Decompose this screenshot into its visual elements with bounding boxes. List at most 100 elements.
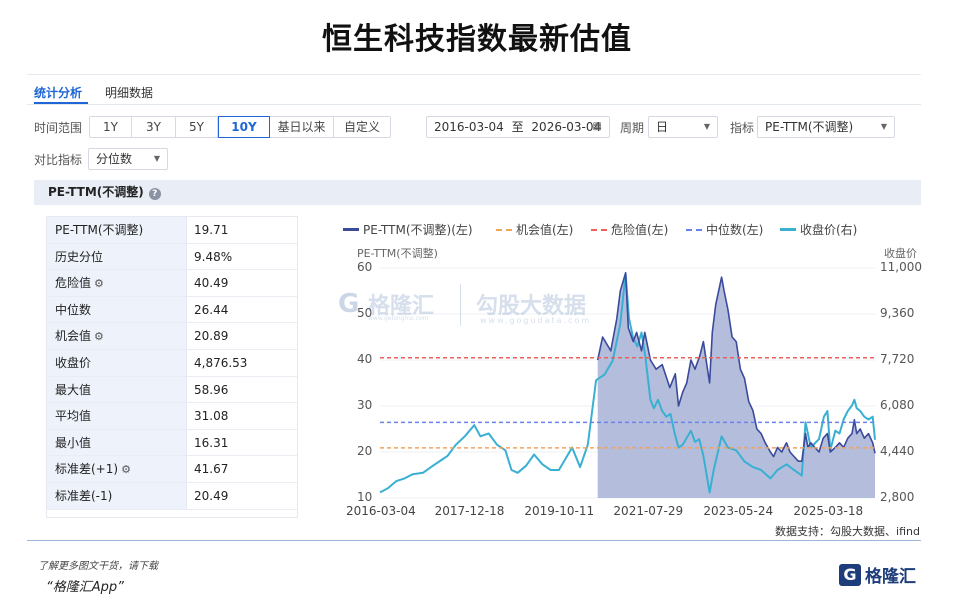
legend-pe[interactable]: PE-TTM(不调整)(左) <box>343 221 473 238</box>
stat-row: 收盘价 4,876.53 <box>47 349 297 377</box>
legend-opportunity[interactable]: 机会值(左) <box>496 221 573 238</box>
x-tick-label: 2016-03-04 <box>346 504 416 518</box>
stat-label-text: 危险值 <box>55 276 92 291</box>
data-source: 数据支持：勾股大数据、ifind <box>775 525 920 538</box>
stat-label: 最大值 <box>47 376 186 403</box>
legend-label: 中位数(左) <box>706 223 764 237</box>
tab-statistics[interactable]: 统计分析 <box>34 86 83 100</box>
legend-close[interactable]: 收盘价(右) <box>780 221 857 238</box>
stat-label: 历史分位 <box>47 243 186 270</box>
stat-label-text: 历史分位 <box>55 249 104 264</box>
stat-value: 19.71 <box>186 217 297 243</box>
watermark-partner-url: www.gogudata.com <box>480 316 592 325</box>
date-to: 2026-03-04 <box>531 120 602 134</box>
calendar-icon: ▦ <box>592 121 602 132</box>
stat-label-text: 最大值 <box>55 382 92 397</box>
stat-row: 危险值 ⚙ 40.49 <box>47 270 297 297</box>
range-option[interactable]: 3Y <box>132 117 176 137</box>
stat-label-text: 收盘价 <box>55 355 92 370</box>
x-tick-label: 2021-07-29 <box>613 504 684 518</box>
right-tick-label: 9,360 <box>880 306 915 320</box>
panel-frame <box>27 74 921 534</box>
left-axis-title: PE-TTM(不调整) <box>357 247 438 260</box>
pe-area <box>597 272 875 498</box>
gear-icon[interactable]: ⚙ <box>94 330 104 344</box>
watermark-brand: 格隆汇 <box>368 294 435 319</box>
stat-label: 收盘价 <box>47 349 186 376</box>
tab-detail-data[interactable]: 明细数据 <box>105 86 154 100</box>
logo-icon: G <box>839 563 861 586</box>
stat-value: 58.96 <box>186 376 297 403</box>
stat-label: 平均值 <box>47 403 186 429</box>
range-option[interactable]: 1Y <box>90 117 132 137</box>
stat-row: 历史分位 9.48% <box>47 243 297 271</box>
stat-row: 平均值 31.08 <box>47 403 297 430</box>
x-tick-label: 2017-12-18 <box>434 504 505 518</box>
range-option[interactable]: 基日以来 <box>270 117 334 137</box>
left-tick-label: 10 <box>357 490 373 504</box>
indicator-value: PE-TTM(不调整) <box>765 120 854 134</box>
range-option[interactable]: 5Y <box>176 117 218 137</box>
right-tick-label: 6,080 <box>880 398 915 412</box>
stat-label: PE-TTM(不调整) <box>47 217 186 243</box>
legend-swatch <box>496 228 512 231</box>
section-title: PE-TTM(不调整) <box>48 185 144 199</box>
chevron-down-icon: ▼ <box>703 122 710 131</box>
right-tick-label: 2,800 <box>880 490 915 504</box>
stat-value: 31.08 <box>186 403 297 429</box>
footer-app-name: “格隆汇App” <box>46 580 124 595</box>
right-axis-title: 收盘价 <box>884 247 917 260</box>
stat-label: 机会值 ⚙ <box>47 323 186 349</box>
legend-swatch <box>686 228 702 231</box>
legend-label: 收盘价(右) <box>800 223 858 237</box>
date-range-picker[interactable]: 2016-03-04 至 2026-03-04 ▦ <box>426 116 610 138</box>
legend-label: PE-TTM(不调整)(左) <box>363 223 473 237</box>
period-label: 周期 <box>620 121 645 135</box>
brand-logo: G 格隆汇 <box>839 562 916 587</box>
period-value: 日 <box>656 120 669 134</box>
stat-label-text: 标准差(+1) <box>55 462 119 477</box>
tab-divider <box>27 104 921 105</box>
stat-label: 危险值 ⚙ <box>47 270 186 296</box>
stat-value: 20.89 <box>186 323 297 349</box>
footer-divider <box>27 540 921 541</box>
compare-value: 分位数 <box>96 152 133 166</box>
stats-table: PE-TTM(不调整) 19.71 历史分位 9.48% 危险值 ⚙ 40.49 中位数 26.… <box>46 216 298 518</box>
stat-label-text: 最小值 <box>55 435 92 450</box>
stat-value: 41.67 <box>186 456 297 482</box>
x-tick-label: 2023-05-24 <box>703 504 774 518</box>
legend-median[interactable]: 中位数(左) <box>686 221 763 238</box>
compare-label: 对比指标 <box>34 153 83 167</box>
watermark-partner: 勾股大数据 <box>476 294 587 319</box>
right-tick-label: 4,440 <box>880 444 915 458</box>
range-option[interactable]: 10Y <box>218 116 270 138</box>
close-price-line <box>379 272 876 494</box>
logo-text: 格隆汇 <box>865 567 916 587</box>
stat-row: 最小值 16.31 <box>47 429 297 457</box>
x-tick-label: 2019-10-11 <box>524 504 595 518</box>
stat-label-text: PE-TTM(不调整) <box>55 223 144 237</box>
left-tick-label: 50 <box>357 306 373 320</box>
pe-line <box>596 272 876 462</box>
help-icon[interactable]: ? <box>148 188 161 200</box>
gear-icon[interactable]: ⚙ <box>94 277 104 291</box>
stat-label: 标准差(+1) ⚙ <box>47 456 186 482</box>
legend-swatch <box>591 228 607 231</box>
stat-value: 4,876.53 <box>186 349 297 376</box>
compare-select[interactable]: 分位数 ▼ <box>88 148 168 170</box>
legend-swatch <box>780 228 796 231</box>
range-option[interactable]: 自定义 <box>343 120 380 134</box>
page-title: 恒生科技指数最新估值 <box>322 22 632 57</box>
gear-icon[interactable]: ⚙ <box>121 463 131 477</box>
stat-label-text: 平均值 <box>55 409 92 424</box>
stat-label-text: 中位数 <box>55 302 92 317</box>
stat-label: 最小值 <box>47 429 186 456</box>
legend-danger[interactable]: 危险值(左) <box>591 221 668 238</box>
period-select[interactable]: 日 ▼ <box>648 116 718 138</box>
section-header: PE-TTM(不调整)? <box>34 180 921 205</box>
date-from: 2016-03-04 <box>434 120 504 134</box>
indicator-select[interactable]: PE-TTM(不调整) ▼ <box>757 116 895 138</box>
stat-row: 机会值 ⚙ 20.89 <box>47 323 297 350</box>
left-tick-label: 20 <box>357 444 373 458</box>
stat-row: PE-TTM(不调整) 19.71 <box>47 217 297 244</box>
